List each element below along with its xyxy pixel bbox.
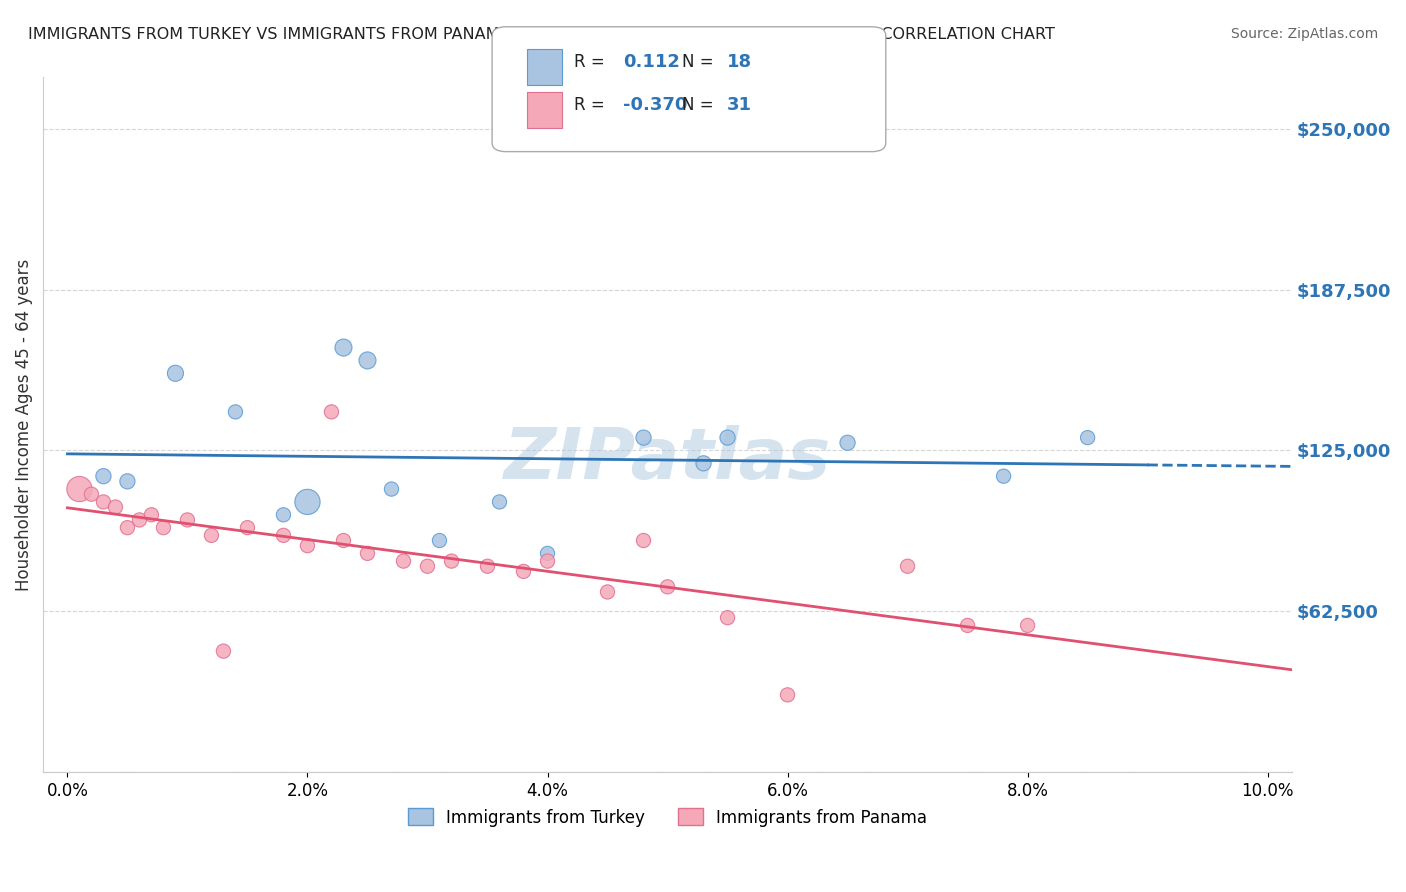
- Point: [93, 495, 115, 509]
- Point: [141, 508, 163, 522]
- Point: [633, 533, 655, 548]
- Point: [273, 508, 295, 522]
- Point: [224, 405, 246, 419]
- Point: [80, 487, 103, 501]
- Point: [896, 559, 918, 574]
- Point: [429, 533, 451, 548]
- Text: R =: R =: [574, 95, 605, 113]
- Point: [536, 554, 558, 568]
- Point: [93, 469, 115, 483]
- Point: [512, 565, 534, 579]
- Point: [176, 513, 198, 527]
- Text: -0.370: -0.370: [623, 95, 688, 113]
- Text: Source: ZipAtlas.com: Source: ZipAtlas.com: [1230, 27, 1378, 41]
- Y-axis label: Householder Income Ages 45 - 64 years: Householder Income Ages 45 - 64 years: [15, 259, 32, 591]
- Point: [117, 521, 139, 535]
- Text: 0.112: 0.112: [623, 53, 679, 70]
- Point: [657, 580, 679, 594]
- Point: [117, 475, 139, 489]
- Point: [392, 554, 415, 568]
- Point: [332, 533, 354, 548]
- Text: IMMIGRANTS FROM TURKEY VS IMMIGRANTS FROM PANAMA HOUSEHOLDER INCOME AGES 45 - 64: IMMIGRANTS FROM TURKEY VS IMMIGRANTS FRO…: [28, 27, 1054, 42]
- Point: [633, 431, 655, 445]
- Point: [488, 495, 510, 509]
- Point: [104, 500, 127, 514]
- Point: [332, 341, 354, 355]
- Point: [716, 610, 738, 624]
- Point: [416, 559, 439, 574]
- Point: [596, 585, 619, 599]
- Point: [67, 482, 90, 496]
- Point: [536, 546, 558, 560]
- Point: [380, 482, 402, 496]
- Point: [297, 539, 319, 553]
- Point: [356, 353, 378, 368]
- Point: [440, 554, 463, 568]
- Point: [477, 559, 499, 574]
- Point: [152, 521, 174, 535]
- Point: [692, 456, 714, 470]
- Point: [1017, 618, 1039, 632]
- Point: [956, 618, 979, 632]
- Point: [212, 644, 235, 658]
- Point: [165, 366, 187, 380]
- Legend: Immigrants from Turkey, Immigrants from Panama: Immigrants from Turkey, Immigrants from …: [401, 802, 934, 833]
- Text: N =: N =: [682, 53, 713, 70]
- Point: [993, 469, 1015, 483]
- Point: [128, 513, 150, 527]
- Text: 18: 18: [727, 53, 752, 70]
- Point: [297, 495, 319, 509]
- Point: [776, 688, 799, 702]
- Text: N =: N =: [682, 95, 713, 113]
- Text: 31: 31: [727, 95, 752, 113]
- Point: [1077, 431, 1099, 445]
- Point: [321, 405, 343, 419]
- Text: R =: R =: [574, 53, 605, 70]
- Point: [200, 528, 222, 542]
- Point: [273, 528, 295, 542]
- Point: [356, 546, 378, 560]
- Text: ZIPatlas: ZIPatlas: [503, 425, 831, 494]
- Point: [716, 431, 738, 445]
- Point: [837, 435, 859, 450]
- Point: [236, 521, 259, 535]
